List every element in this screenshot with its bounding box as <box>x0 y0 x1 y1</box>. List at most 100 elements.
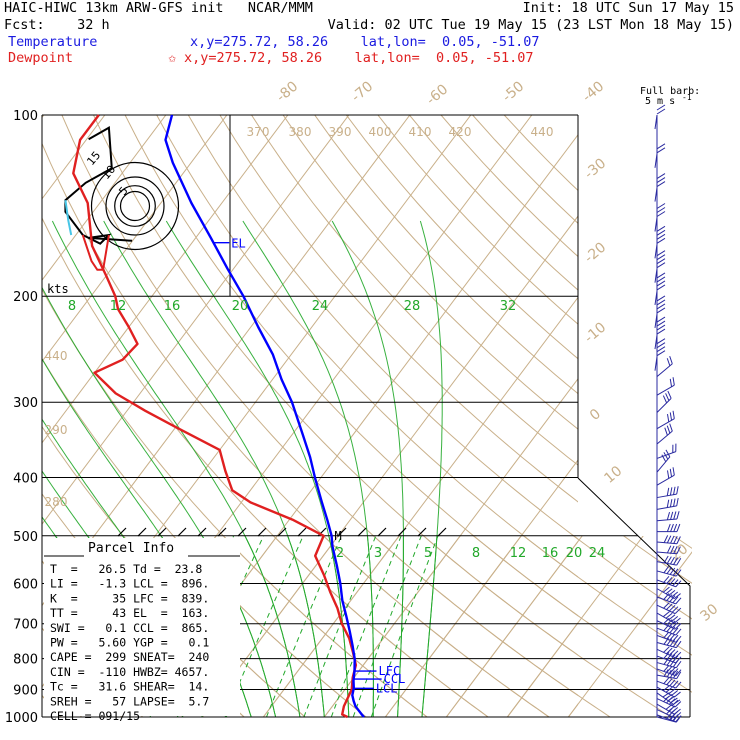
theta-label: 410 <box>409 125 432 139</box>
mixing-ratio-label: 8 <box>472 546 480 561</box>
isotherm-line <box>506 536 644 717</box>
barb-flag <box>676 511 680 520</box>
dry-adiabat-line <box>346 115 740 717</box>
theta-label: 440 <box>45 349 68 363</box>
barb-shaft <box>656 716 677 723</box>
temperature-coords: x,y=275.72, 58.26 lat,lon= 0.05, -51.07 <box>190 34 540 50</box>
barb-flag <box>672 640 679 648</box>
theta-label: 390 <box>329 125 352 139</box>
dry-adiabat-line <box>219 115 578 503</box>
parcel-info-row: K = 35 LFC = 839. <box>50 591 209 605</box>
hodo-ring <box>114 185 156 227</box>
barb-flag <box>656 295 666 302</box>
dry-adiabat-line <box>472 536 692 693</box>
isotherm-line <box>323 536 461 717</box>
mixing-ratio-label: 16 <box>542 546 559 561</box>
barb-flag <box>663 566 670 574</box>
barb-flag <box>656 276 666 283</box>
hodo-ring <box>105 176 165 236</box>
dry-adiabat-line <box>372 536 611 717</box>
barb-flag <box>666 545 672 554</box>
hatch-mark <box>137 527 147 537</box>
annotation-label: M <box>335 529 342 543</box>
dry-adiabat-line <box>156 115 578 578</box>
barb-flag <box>666 594 673 601</box>
theta-label: 400 <box>369 125 392 139</box>
barb-flag <box>666 487 670 496</box>
barb-flag <box>667 413 670 423</box>
pressure-tick-label: 800 <box>13 653 38 668</box>
barb-flag <box>665 703 673 710</box>
barb-flag <box>666 712 673 719</box>
isotherm-line <box>42 115 289 444</box>
hatch-mark <box>337 527 347 537</box>
dry-adiabat-line <box>472 115 578 224</box>
hatch-mark <box>217 527 227 537</box>
theta-label: 380 <box>289 125 312 139</box>
barb-shaft <box>656 493 677 499</box>
lower-frame-edge <box>577 477 691 717</box>
barb-flag <box>662 692 670 698</box>
parcel-info-row: PW = 5.60 YGP = 0.1 <box>50 636 209 650</box>
barb-flag <box>666 647 673 655</box>
barb-flag <box>674 623 682 630</box>
barb-flag <box>656 342 666 349</box>
barb-flag <box>662 395 668 404</box>
mixing-ratio-label: 32 <box>500 299 517 314</box>
barb-shaft <box>656 674 677 680</box>
barb-flag <box>671 699 679 707</box>
moist-adiabat-line <box>242 220 374 717</box>
barb-shaft <box>656 612 675 624</box>
barb-flag <box>672 596 679 604</box>
barb-legend-units: 5 m s <box>645 96 675 107</box>
barb-flag <box>667 470 670 479</box>
barb-flag <box>669 499 673 508</box>
barb-flag <box>663 576 670 583</box>
dry-adiabat-line <box>272 536 489 717</box>
barb-flag <box>668 649 676 656</box>
moist-adiabat-line <box>331 220 404 717</box>
isotherm-label: 30 <box>697 601 721 625</box>
barb-shaft <box>656 620 676 630</box>
barb-flag <box>675 715 682 723</box>
hodo-trace-upper <box>64 200 73 236</box>
barb-flag <box>665 686 673 693</box>
barb-flag <box>672 568 679 576</box>
barb-flag <box>669 667 676 674</box>
barb-flag <box>656 280 666 287</box>
parcel-info-row: CIN = -110 HWBZ= 4657. <box>50 665 209 679</box>
dry-adiabat-line <box>623 536 692 584</box>
barb-flag <box>656 324 666 331</box>
barb-flag <box>666 358 671 366</box>
parcel-info-row: T = 26.5 Td = 23.8 <box>50 562 202 576</box>
hodo-ring <box>119 190 151 222</box>
mixing-ratio-label: 8 <box>68 299 76 314</box>
barb-flag <box>656 237 666 244</box>
barb-flag <box>656 350 666 357</box>
barb-shaft <box>654 217 658 232</box>
dewpoint-legend-label: Dewpoint <box>8 50 74 66</box>
barb-flag <box>656 320 666 327</box>
barb-flag <box>656 250 666 257</box>
parcel-info-title: Parcel Info <box>88 541 174 556</box>
barb-flag <box>669 670 675 678</box>
moist-adiabat-line <box>397 536 404 717</box>
valid-time: Valid: 02 UTC Tue 19 May 15 (23 LST Mon … <box>327 17 734 33</box>
parcel-info-row: CAPE = 299 SNEAT= 240 <box>50 650 209 664</box>
hodo-ring <box>90 161 180 251</box>
barb-flag <box>669 595 676 603</box>
barb-flag <box>672 377 675 386</box>
isotherm-label: -60 <box>424 81 452 108</box>
barb-flag <box>668 589 676 596</box>
barb-flag <box>675 597 682 605</box>
hatch-mark <box>297 527 307 537</box>
barb-flag <box>656 147 666 154</box>
barb-shaft <box>654 114 658 130</box>
barb-flag <box>675 640 682 648</box>
barb-flag <box>674 593 681 600</box>
isotherm-line <box>567 551 692 717</box>
barb-flag <box>663 669 669 677</box>
barb-flag <box>672 579 679 587</box>
dry-adiabat-line <box>251 115 578 466</box>
